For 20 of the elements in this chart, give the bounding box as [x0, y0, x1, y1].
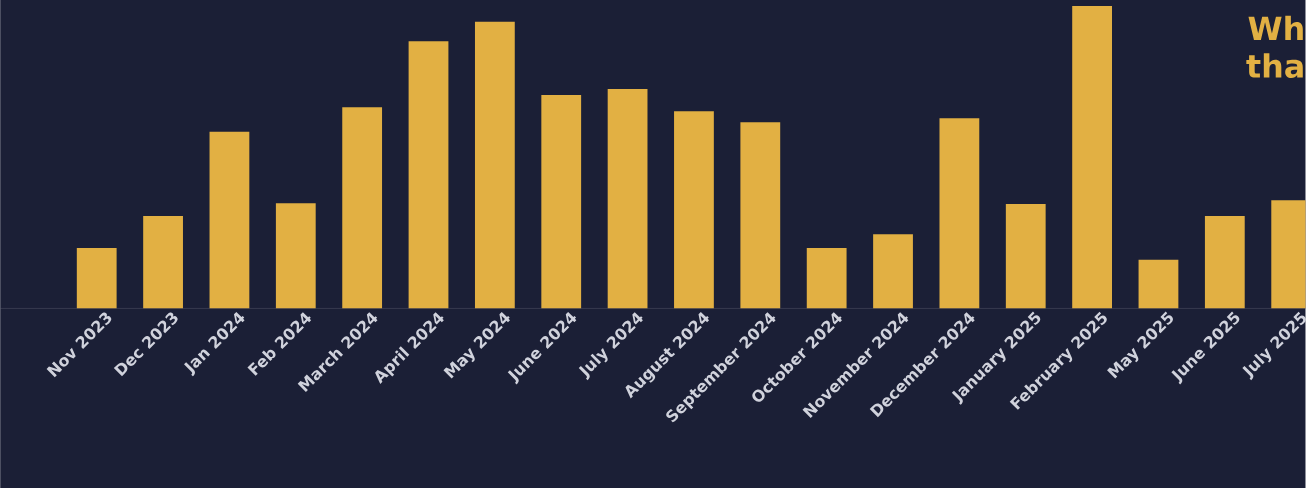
bar: [1005, 203, 1046, 309]
bar: [1138, 259, 1179, 309]
bar: [1072, 5, 1112, 309]
bar: [342, 107, 383, 309]
bar: [674, 111, 714, 309]
bar: [939, 118, 980, 309]
bar: [275, 202, 316, 309]
bar: [607, 88, 648, 309]
bar: [873, 234, 913, 309]
annotation: Wh: [1248, 15, 1303, 40]
bar: [541, 94, 582, 309]
bar: [209, 131, 250, 309]
bar: [76, 247, 117, 309]
bar: [474, 21, 515, 309]
bar: [143, 215, 183, 309]
bar: [806, 247, 847, 309]
bar: [408, 40, 449, 309]
annotation: tha: [1246, 53, 1303, 78]
bar: [1204, 215, 1245, 309]
bar: [740, 121, 781, 309]
